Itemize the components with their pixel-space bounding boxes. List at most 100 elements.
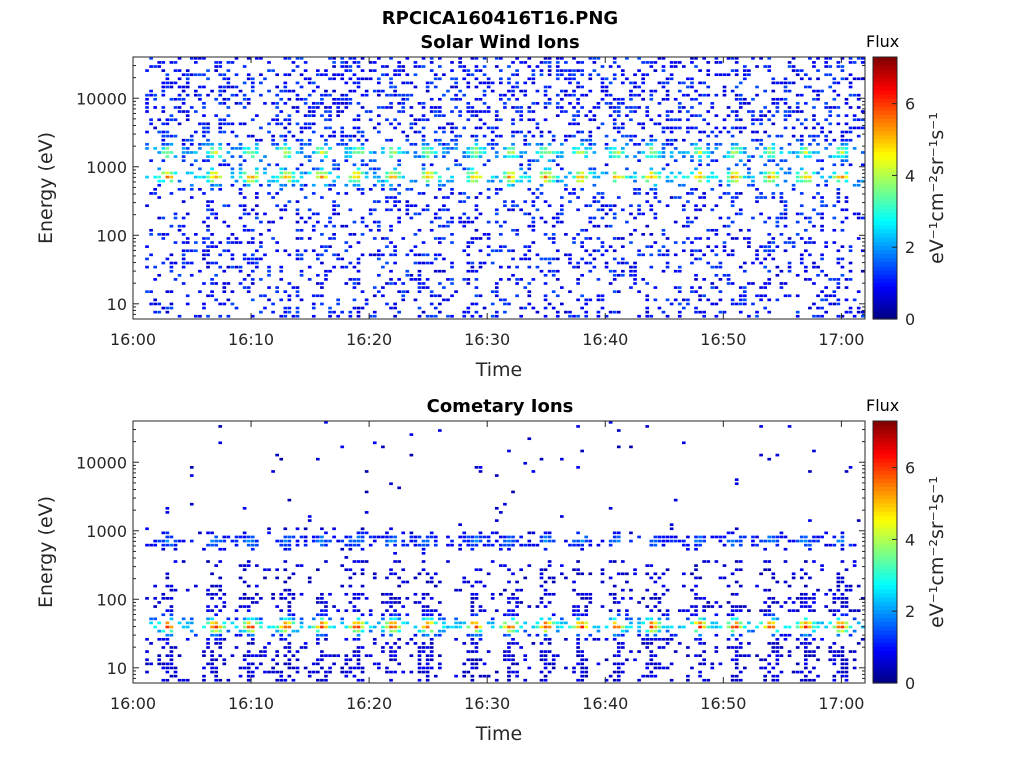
spectrogram-cell — [828, 278, 833, 281]
spectrogram-cell — [515, 674, 519, 678]
spectrogram-cell — [710, 188, 715, 191]
spectrogram-cell — [157, 167, 162, 171]
spectrogram-cell — [507, 674, 511, 678]
spectrogram-cell — [482, 535, 487, 539]
spectrogram-cell — [511, 543, 515, 547]
spectrogram-cell — [421, 539, 426, 543]
spectrogram-cell — [763, 147, 767, 150]
colorbar-swatch — [873, 278, 897, 283]
spectrogram-cell — [202, 175, 206, 179]
spectrogram-cell — [840, 142, 845, 146]
spectrogram-cell — [283, 138, 288, 142]
spectrogram-cell — [531, 228, 536, 232]
spectrogram-cell — [621, 151, 625, 154]
spectrogram-cell — [393, 543, 397, 547]
spectrogram-cell — [515, 580, 519, 584]
spectrogram-cell — [429, 576, 434, 580]
spectrogram-cell — [572, 605, 576, 608]
spectrogram-cell — [210, 629, 214, 633]
spectrogram-cell — [474, 621, 479, 625]
spectrogram-cell — [511, 175, 515, 179]
spectrogram-cell — [633, 282, 637, 285]
spectrogram-cell — [283, 580, 288, 584]
spectrogram-cell — [283, 588, 288, 592]
spectrogram-cell — [287, 294, 292, 298]
spectrogram-cell — [165, 151, 170, 154]
spectrogram-cell — [836, 196, 841, 199]
spectrogram-cell — [718, 290, 723, 293]
spectrogram-cell — [791, 245, 796, 248]
spectrogram-cell — [433, 314, 438, 318]
spectrogram-cell — [214, 175, 218, 179]
spectrogram-cell — [328, 106, 332, 109]
spectrogram-cell — [368, 151, 373, 154]
spectrogram-cell — [580, 678, 584, 682]
spectrogram-cell — [393, 175, 397, 179]
spectrogram-cell — [612, 147, 617, 150]
spectrogram-cell — [364, 470, 369, 473]
spectrogram-cell — [665, 637, 670, 641]
spectrogram-cell — [377, 179, 381, 183]
spectrogram-cell — [775, 110, 780, 113]
spectrogram-cell — [730, 89, 735, 93]
spectrogram-cell — [551, 159, 556, 162]
spectrogram-cell — [458, 97, 462, 101]
spectrogram-cell — [250, 134, 255, 138]
spectrogram-cell — [287, 130, 292, 134]
spectrogram-cell — [242, 580, 247, 584]
spectrogram-cell — [572, 568, 576, 572]
spectrogram-cell — [303, 196, 308, 199]
spectrogram-cell — [210, 188, 214, 191]
spectrogram-cell — [222, 220, 227, 224]
spectrogram-cell — [405, 93, 410, 97]
spectrogram-cell — [425, 151, 430, 154]
spectrogram-cell — [181, 224, 186, 228]
spectrogram-cell — [478, 637, 483, 641]
spectrogram-cell — [429, 666, 434, 670]
spectrogram-cell — [377, 89, 381, 93]
spectrogram-cell — [287, 298, 292, 302]
spectrogram-cell — [751, 130, 755, 134]
spectrogram-cell — [799, 261, 804, 265]
spectrogram-cell — [336, 142, 340, 146]
spectrogram-cell — [616, 646, 621, 649]
spectrogram-cell — [702, 278, 706, 281]
colorbar-swatch — [873, 310, 897, 316]
spectrogram-cell — [523, 658, 528, 662]
spectrogram-cell — [352, 650, 357, 653]
spectrogram-cell — [710, 171, 715, 175]
spectrogram-cell — [263, 576, 267, 580]
spectrogram-cell — [283, 314, 288, 318]
spectrogram-cell — [381, 445, 385, 449]
spectrogram-cell — [771, 175, 776, 179]
spectrogram-cell — [295, 93, 300, 97]
spectrogram-cell — [584, 138, 589, 142]
spectrogram-cell — [206, 208, 210, 212]
spectrogram-cell — [218, 102, 223, 105]
spectrogram-cell — [633, 265, 637, 269]
spectrogram-cell — [328, 666, 332, 670]
spectrogram-cell — [572, 114, 576, 117]
spectrogram-cell — [222, 625, 227, 629]
spectrogram-cell — [527, 65, 532, 68]
spectrogram-cell — [560, 97, 564, 101]
spectrogram-cell — [478, 605, 483, 608]
spectrogram-cell — [401, 151, 406, 154]
spectrogram-cell — [332, 57, 336, 60]
spectrogram-cell — [198, 188, 202, 191]
spectrogram-cell — [531, 159, 536, 162]
spectrogram-cell — [612, 151, 617, 154]
spectrogram-cell — [657, 597, 662, 600]
spectrogram-cell — [555, 269, 560, 273]
spectrogram-cell — [340, 617, 345, 621]
spectrogram-cell — [482, 110, 487, 113]
spectrogram-cell — [783, 102, 788, 105]
spectrogram-cell — [206, 314, 210, 318]
spectrogram-cell — [539, 257, 544, 261]
spectrogram-cell — [511, 613, 515, 617]
spectrogram-cell — [377, 57, 381, 60]
spectrogram-cell — [759, 155, 763, 158]
spectrogram-cell — [673, 241, 678, 244]
spectrogram-cell — [246, 617, 251, 621]
spectrogram-cell — [511, 61, 515, 64]
